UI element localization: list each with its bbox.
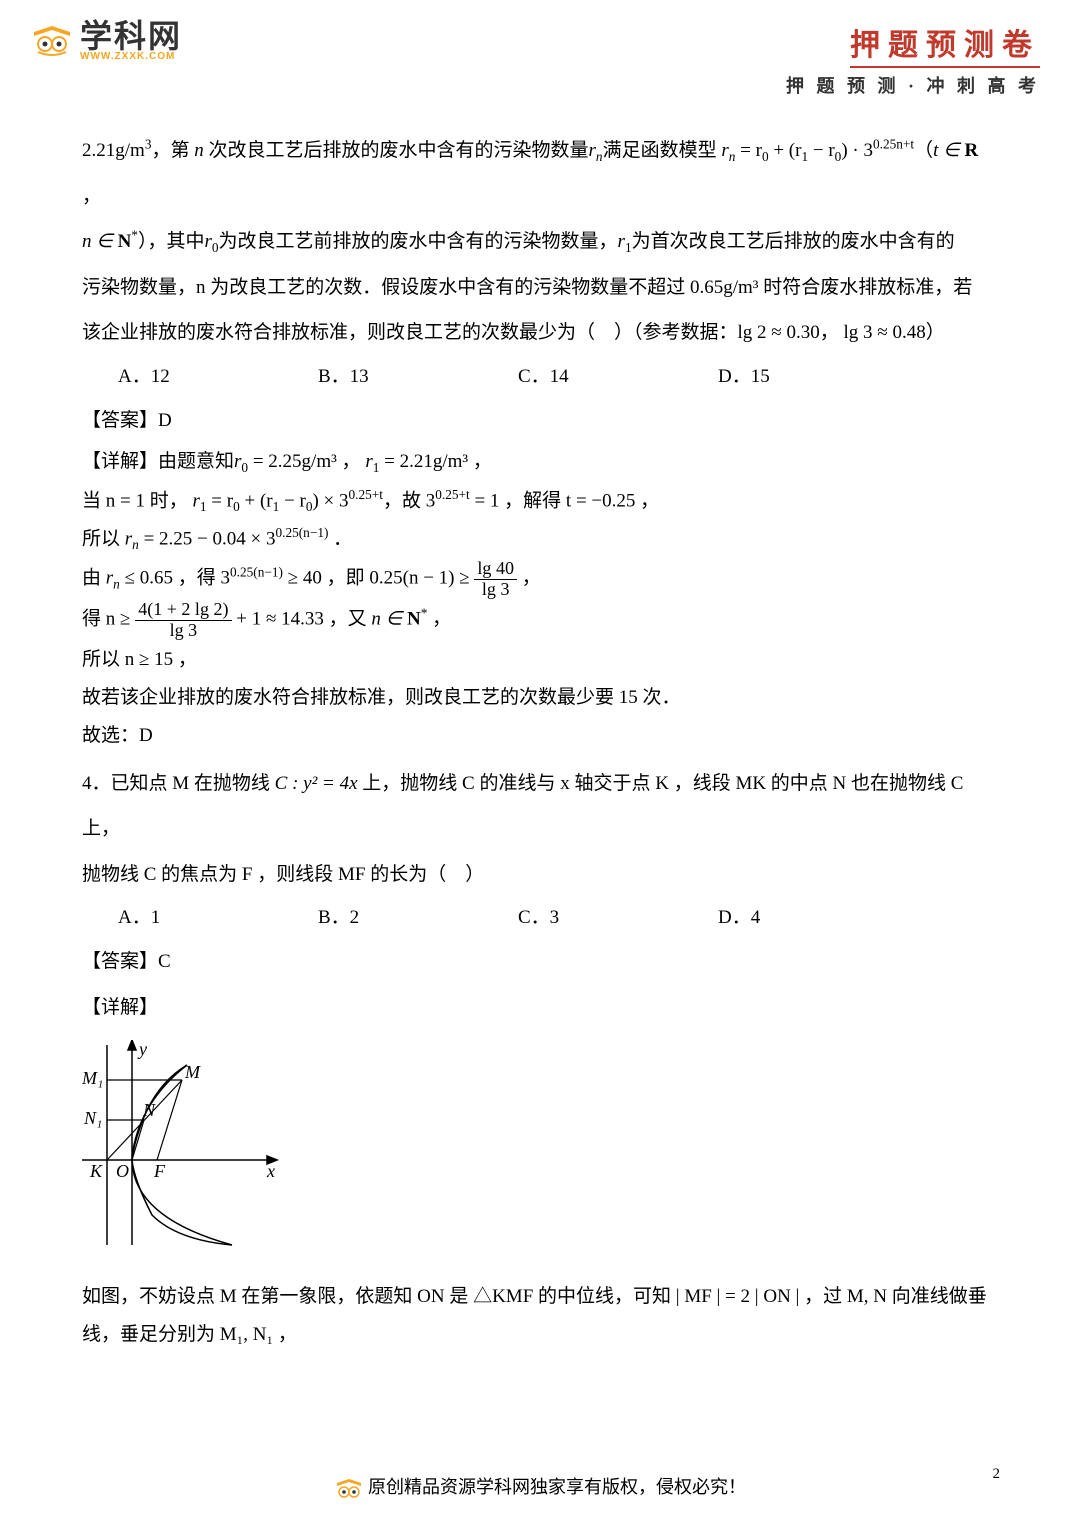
page-footer: 原创精品资源学科网独家享有版权，侵权必究！ (0, 1473, 1080, 1500)
parabola-diagram: y x M M₁ N N₁ K O F (82, 1040, 1000, 1268)
q3-answer: 【答案】D (82, 398, 1000, 444)
q4-opt-c: C．3 (518, 897, 718, 939)
q3-detail-2: 当 n = 1 时， r1 = r0 + (r1 − r0) × 30.25+t… (82, 482, 1000, 521)
q3-detail-4: 由 rn ≤ 0.65 ，得 30.25(n−1) ≥ 40 ，即 0.25(n… (82, 559, 1000, 600)
q3-line3: 污染物数量，n 为改良工艺的次数．假设废水中含有的污染物数量不超过 0.65g/… (82, 265, 1000, 311)
header-stamp: 押题预测卷 押 题 预 测 · 冲 刺 高 考 (786, 20, 1040, 98)
footer-text: 原创精品资源学科网独家享有版权，侵权必究！ (368, 1477, 746, 1497)
q4-detail-label: 【详解】 (82, 985, 1000, 1031)
q3-detail-3: 所以 rn = 2.25 − 0.04 × 30.25(n−1) ． (82, 520, 1000, 559)
q3-opt-d: D．15 (718, 356, 918, 398)
label-M1: M₁ (82, 1068, 103, 1088)
q3-line4: 该企业排放的废水符合排放标准，则改良工艺的次数最少为（ ）（参考数据：lg 2 … (82, 310, 1000, 356)
page-content: 2.21g/m3，第 n 次改良工艺后排放的废水中含有的污染物数量rn满足函数模… (0, 98, 1080, 1374)
label-K: K (89, 1161, 103, 1181)
q4-detail-1: 如图，不妨设点 M 在第一象限，依题知 ON 是 △KMF 的中位线，可知 | … (82, 1278, 1000, 1316)
logo-left: 学科网 WWW.ZXXK.COM (30, 20, 182, 62)
q3-detail-1: 【详解】由题意知r0 = 2.25g/m³ ， r1 = 2.21g/m³ ， (82, 443, 1000, 481)
logo-sub-text: WWW.ZXXK.COM (80, 52, 182, 62)
label-F: F (153, 1161, 166, 1181)
logo-text-block: 学科网 WWW.ZXXK.COM (80, 20, 182, 62)
q4-opt-a: A．1 (118, 897, 318, 939)
q4-options: A．1 B．2 C．3 D．4 (82, 897, 1000, 939)
label-y: y (137, 1040, 147, 1059)
label-N1: N₁ (83, 1108, 102, 1128)
q4-detail-2: 线，垂足分别为 M₁, N₁ ， (82, 1316, 1000, 1354)
q3-detail-5: 得 n ≥ 4(1 + 2 lg 2)lg 3 + 1 ≈ 14.33 ，又 n… (82, 600, 1000, 641)
label-x: x (266, 1161, 275, 1181)
frac-lg40-lg3: lg 40lg 3 (474, 559, 517, 600)
label-N: N (142, 1100, 156, 1120)
q4-opt-d: D．4 (718, 897, 918, 939)
q3-opt-c: C．14 (518, 356, 718, 398)
q3-detail-8: 故选：D (82, 717, 1000, 755)
q4-opt-b: B．2 (318, 897, 518, 939)
stamp-title: 押题预测卷 (850, 20, 1040, 68)
page-header: 学科网 WWW.ZXXK.COM 押题预测卷 押 题 预 测 · 冲 刺 高 考 (0, 0, 1080, 98)
owl-logo-icon (30, 24, 74, 58)
page-number: 2 (993, 1466, 1001, 1483)
q3-opt-a: A．12 (118, 356, 318, 398)
q3-opt-b: B．13 (318, 356, 518, 398)
q4-answer: 【答案】C (82, 939, 1000, 985)
label-M: M (184, 1062, 201, 1082)
q4-line1: 4．已知点 M 在抛物线 C : y² = 4x 上，抛物线 C 的准线与 x … (82, 761, 1000, 852)
q3-detail-6: 所以 n ≥ 15 ， (82, 641, 1000, 679)
logo-main-text: 学科网 (80, 20, 182, 52)
label-O: O (116, 1161, 129, 1181)
q4-line2: 抛物线 C 的焦点为 F ，则线段 MF 的长为（ ） (82, 852, 1000, 898)
q3-detail-7: 故若该企业排放的废水符合排放标准，则改良工艺的次数最少要 15 次． (82, 679, 1000, 717)
q3-options: A．12 B．13 C．14 D．15 (82, 356, 1000, 398)
footer-owl-icon (334, 1478, 364, 1500)
q3-line1: 2.21g/m3，第 n 次改良工艺后排放的废水中含有的污染物数量rn满足函数模… (82, 128, 1000, 219)
frac-n-bound: 4(1 + 2 lg 2)lg 3 (135, 600, 231, 641)
stamp-sub: 押 题 预 测 · 冲 刺 高 考 (786, 72, 1040, 98)
q3-line2: n ∈ N*），其中r0为改良工艺前排放的废水中含有的污染物数量，r1为首次改良… (82, 219, 1000, 265)
